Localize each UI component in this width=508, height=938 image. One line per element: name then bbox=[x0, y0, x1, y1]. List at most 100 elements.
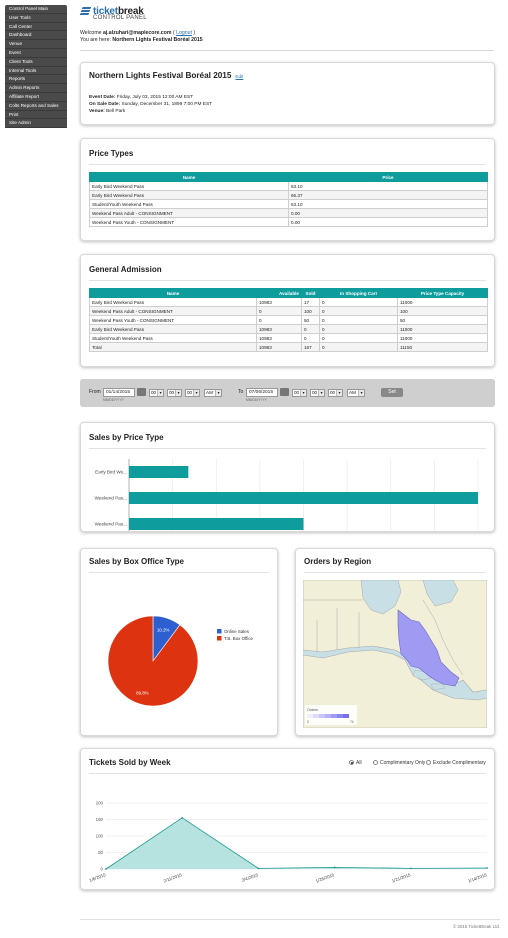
radio-dot-icon[interactable] bbox=[426, 760, 431, 765]
table-cell: 0 bbox=[319, 342, 398, 352]
to-date-input[interactable]: 07/06/2015 bbox=[246, 388, 278, 397]
orders-by-region-map[interactable]: Orders 0 74 bbox=[303, 580, 487, 728]
from-second-select[interactable]: 00 bbox=[185, 389, 200, 397]
radio-label: Complimentary Only bbox=[380, 760, 426, 766]
sidebar-item-site-admin[interactable]: Site Admin bbox=[5, 119, 67, 129]
table-cell: 100 bbox=[397, 306, 488, 316]
sidebar-item-control-panel-main[interactable]: Control Panel Main bbox=[5, 5, 67, 14]
pie-data-label: 10.2% bbox=[157, 628, 170, 633]
sales-by-price-type-title: Sales by Price Type bbox=[89, 433, 164, 442]
bar[interactable] bbox=[129, 518, 304, 530]
orders-by-region-panel: Orders by Region Orders 0 74 bbox=[295, 548, 495, 736]
tickets-by-week-chart: 0 50 100 150 200 1/6/2015 2/11/2015 2/4/2015 1/2… bbox=[89, 801, 488, 884]
bar-category-label: Early Bird We... bbox=[95, 470, 127, 475]
area-fill bbox=[106, 817, 487, 869]
sidebar-item-internal-tools[interactable]: Internal Tools bbox=[5, 67, 67, 76]
table-cell: 0 bbox=[319, 306, 398, 316]
date-filter-bar: From 01/14/2015 MM/DD/YYYY 00 00 00 AM T… bbox=[80, 379, 495, 407]
legend-swatch bbox=[217, 629, 222, 634]
table-cell: Weekend Pass Adult - CONSIGNMENT bbox=[89, 208, 289, 218]
table-cell: Early Bird Weekend Pass bbox=[89, 324, 257, 334]
x-tick-label: 2/4/2015 bbox=[241, 872, 259, 883]
x-tick-label: 1/21/2015 bbox=[391, 872, 412, 884]
table-cell: Early Bird Weekend Pass bbox=[89, 190, 289, 200]
sidebar-item-reports[interactable]: Reports bbox=[5, 75, 67, 85]
from-hour-select[interactable]: 00 bbox=[149, 389, 164, 397]
onsale-date: Sunday, December 31, 1899 7:00 PM EST bbox=[120, 102, 213, 107]
to-minute-select[interactable]: 00 bbox=[310, 389, 325, 397]
table-cell: 0 bbox=[319, 315, 398, 325]
breadcrumb: Northern Lights Festival Boréal 2015 bbox=[112, 37, 203, 43]
radio-dot-icon[interactable] bbox=[373, 760, 378, 765]
data-point[interactable] bbox=[486, 867, 488, 869]
table-cell: 167 bbox=[301, 342, 320, 352]
from-label: From bbox=[89, 389, 101, 395]
radio-all[interactable]: All bbox=[349, 760, 362, 766]
bar-category-label: Weekend Pas... bbox=[95, 496, 127, 501]
data-point[interactable] bbox=[257, 867, 260, 870]
sidebar-item-client-tools[interactable]: Client Tools bbox=[5, 58, 67, 67]
table-cell: 0 bbox=[319, 333, 398, 343]
pie-data-label: 89.8% bbox=[136, 691, 149, 696]
data-point[interactable] bbox=[181, 816, 184, 819]
bar[interactable] bbox=[129, 466, 189, 478]
col-name: Name bbox=[89, 288, 257, 298]
radio-exclude-complimentary[interactable]: Exclude Complimentary bbox=[426, 760, 486, 766]
to-label: To bbox=[238, 389, 244, 395]
data-point[interactable] bbox=[105, 868, 107, 870]
to-hour-select[interactable]: 00 bbox=[292, 389, 307, 397]
table-cell: Student/Youth Weekend Pass bbox=[89, 199, 289, 209]
ticketbreak-logo-icon bbox=[79, 7, 92, 16]
x-tick-label: 1/28/2015 bbox=[315, 872, 336, 884]
sidebar-item-venue[interactable]: Venue bbox=[5, 40, 67, 49]
event-info: Event Date: Friday, July 03, 2015 12:00 … bbox=[89, 95, 213, 114]
event-panel: Northern Lights Festival Boréal 2015 Edit… bbox=[80, 62, 495, 125]
to-second-select[interactable]: 00 bbox=[328, 389, 343, 397]
footer-copyright: © 2015 TicketBreak Ltd. bbox=[453, 924, 500, 929]
set-button[interactable]: Set bbox=[381, 388, 403, 397]
table-row: Student/Youth Weekend Pass 10983 0 0 11000 bbox=[89, 333, 488, 343]
data-point[interactable] bbox=[333, 866, 336, 869]
welcome-text: Welcome aj.alzuhari@maplecore.com ( Logo… bbox=[80, 30, 203, 43]
sidebar-item-user-tools[interactable]: User Tools bbox=[5, 14, 67, 23]
from-minute-select[interactable]: 00 bbox=[167, 389, 182, 397]
general-admission-title: General Admission bbox=[89, 265, 162, 274]
logo[interactable]: ticketbreak CONTROL PANEL bbox=[79, 6, 147, 21]
table-cell: 11150 bbox=[397, 342, 488, 352]
sidebar-item-call-center[interactable]: Call Center bbox=[5, 23, 67, 32]
area-line bbox=[105, 817, 488, 870]
from-calendar-icon[interactable] bbox=[137, 388, 146, 396]
general-admission-table: Name Available Sold In Shopping Cart Pri… bbox=[89, 288, 488, 352]
sidebar-item-event[interactable]: Event bbox=[5, 49, 67, 58]
logo-subtitle: CONTROL PANEL bbox=[93, 15, 147, 21]
x-tick-label: 2/11/2015 bbox=[163, 872, 183, 883]
table-row: Early Bird Weekend Pass 53.10 bbox=[89, 181, 488, 191]
sidebar-item-print[interactable]: Print bbox=[5, 111, 67, 120]
to-calendar-icon[interactable] bbox=[280, 388, 289, 396]
to-ampm-select[interactable]: AM bbox=[347, 389, 365, 397]
bar-category-label: Weekend Pas... bbox=[95, 522, 127, 527]
radio-label: Exclude Complimentary bbox=[433, 760, 486, 766]
edit-event-link[interactable]: Edit bbox=[235, 74, 244, 79]
data-point[interactable] bbox=[409, 867, 412, 870]
table-row: Student/Youth Weekend Pass 53.10 bbox=[89, 199, 488, 209]
sidebar-item-affiliate-report[interactable]: Affiliate Report bbox=[5, 93, 67, 102]
radio-complimentary-only[interactable]: Complimentary Only bbox=[373, 760, 425, 766]
table-cell: 100 bbox=[301, 306, 320, 316]
table-cell: Early Bird Weekend Pass bbox=[89, 297, 257, 307]
sales-by-box-office-chart: 10.2% 89.8% Online Sales T.B. Box Office bbox=[107, 615, 254, 707]
from-ampm-select[interactable]: AM bbox=[204, 389, 222, 397]
table-row: Early Bird Weekend Pass 66.37 bbox=[89, 190, 488, 200]
sales-by-price-type-panel: Sales by Price Type Early Bird We... Week… bbox=[80, 422, 495, 532]
sidebar-item-dashboard[interactable]: Dashboard bbox=[5, 31, 67, 41]
to-date-hint: MM/DD/YYYY bbox=[246, 398, 267, 402]
pie-slice[interactable] bbox=[107, 615, 199, 707]
bar[interactable] bbox=[129, 492, 478, 504]
table-cell: 10983 bbox=[256, 324, 302, 334]
logout-link[interactable]: Logout bbox=[176, 30, 192, 36]
from-date-input[interactable]: 01/14/2015 bbox=[103, 388, 135, 397]
sidebar-item-colts-reports-and-sales[interactable]: Colts Reports and Sales bbox=[5, 102, 67, 111]
table-cell: 53.10 bbox=[288, 199, 488, 209]
radio-dot-icon[interactable] bbox=[349, 760, 354, 765]
sidebar-item-admin-reports[interactable]: Admin Reports bbox=[5, 84, 67, 93]
